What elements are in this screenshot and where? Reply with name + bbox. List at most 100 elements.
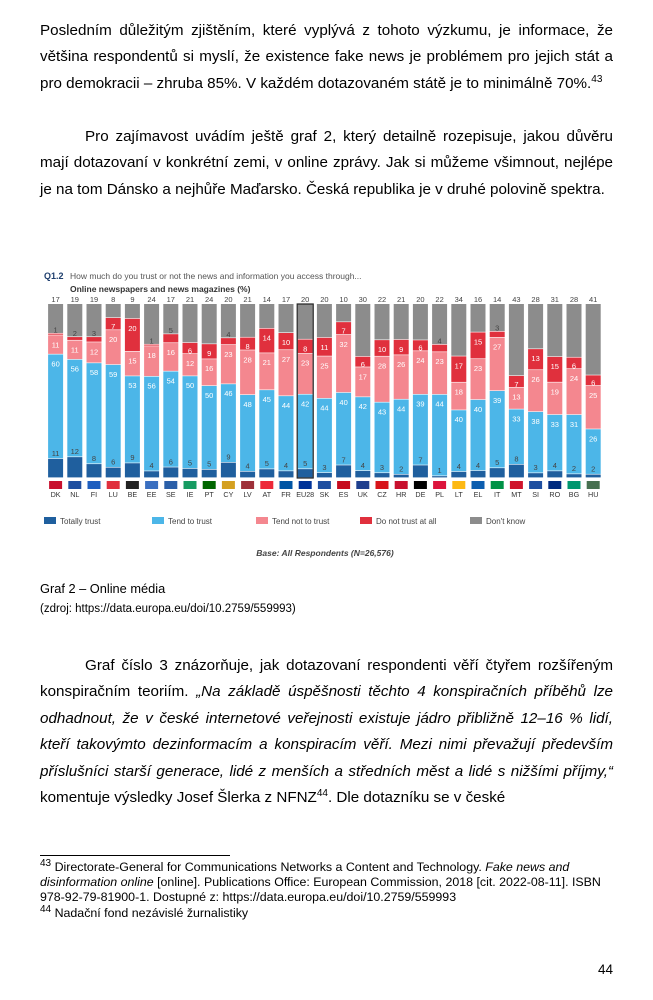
value-label: 39 <box>416 400 424 409</box>
value-label: 10 <box>378 345 386 354</box>
value-label: 15 <box>474 337 482 346</box>
footnote-text: Directorate-General for Communications N… <box>54 860 486 874</box>
value-label: 40 <box>455 415 463 424</box>
bar-BE-do-not-trust-at-all <box>124 318 140 352</box>
legend-swatch-1 <box>152 517 164 524</box>
value-label: 5 <box>495 458 499 467</box>
bar-PL-tend-to-trust <box>432 394 448 476</box>
bar-NL-tend-to-trust <box>67 359 83 457</box>
value-label: 17 <box>359 372 367 381</box>
country-label: HU <box>588 490 598 499</box>
chart-subtitle: Online newspapers and news magazines (%) <box>70 284 251 294</box>
bar-DK-don-t-know <box>48 304 64 333</box>
value-label: 40 <box>474 405 482 414</box>
country-label: LV <box>243 490 251 499</box>
bar-FI-totally-trust <box>86 464 102 478</box>
value-label: 44 <box>435 400 443 409</box>
value-label: 4 <box>476 461 480 470</box>
paragraph-fake-news-findings: Posledním důležitým zjištěním, které vyp… <box>40 18 613 97</box>
figure-source: (zdroj: https://data.europa.eu/doi/10.27… <box>40 603 296 615</box>
value-label: 1 <box>54 326 58 335</box>
bar-SK-tend-not-to-trust <box>316 356 332 399</box>
value-label: 8 <box>246 342 250 351</box>
bar-BG-tend-not-to-trust <box>566 369 582 415</box>
country-label: FR <box>281 490 291 499</box>
bar-LV-tend-to-trust <box>240 394 256 472</box>
bar-LV-totally-trust <box>240 471 256 478</box>
bar-FR-tend-not-to-trust <box>278 350 294 396</box>
country-label: BE <box>128 490 138 499</box>
flag-UK <box>356 481 370 489</box>
bar-BG-do-not-trust-at-all <box>566 357 582 369</box>
country-label: EU28 <box>296 490 314 499</box>
bar-FR-don-t-know <box>278 304 294 333</box>
bar-RO-don-t-know <box>547 304 563 357</box>
bar-PT-don-t-know <box>201 304 217 344</box>
bar-PL-tend-not-to-trust <box>432 352 448 395</box>
legend-label: Totally trust <box>60 517 101 526</box>
bar-AT-don-t-know <box>259 304 275 329</box>
footnote-44: 44 Nadační fond nezávislé žurnalistiky <box>40 903 615 921</box>
flag-LT <box>452 481 466 489</box>
value-label: 14 <box>263 295 271 304</box>
bar-EL-do-not-trust-at-all <box>470 332 486 359</box>
value-label: 18 <box>147 351 155 360</box>
country-label: LU <box>109 490 118 499</box>
bar-DK-tend-not-to-trust <box>48 335 64 354</box>
flag-BE <box>125 481 139 489</box>
value-label: 4 <box>457 462 461 471</box>
value-label: 5 <box>303 459 307 468</box>
country-label: AT <box>262 490 271 499</box>
value-label: 1 <box>438 466 442 475</box>
country-label: HR <box>396 490 406 499</box>
bar-PT-do-not-trust-at-all <box>201 344 217 359</box>
value-label: 12 <box>90 347 98 356</box>
bar-HR-tend-not-to-trust <box>393 355 409 399</box>
legend-swatch-4 <box>470 517 482 524</box>
quote-text: „Na základě úspěšnosti těchto 4 konspira… <box>40 683 613 780</box>
value-label: 10 <box>339 295 347 304</box>
bar-HR-don-t-know <box>393 304 409 340</box>
footnote-number: 44 <box>40 903 52 915</box>
bar-CZ-tend-not-to-trust <box>374 356 390 402</box>
bar-DK-totally-trust <box>48 458 64 478</box>
flag-FI <box>87 481 101 489</box>
bar-PL-do-not-trust-at-all <box>432 344 448 352</box>
legend-label: Tend not to trust <box>272 517 330 526</box>
bar-IE-do-not-trust-at-all <box>182 342 198 354</box>
bar-IE-don-t-know <box>182 304 198 343</box>
footnote-text: [online]. Publications Office: European … <box>40 875 601 905</box>
value-label: 11 <box>321 343 329 352</box>
bar-HU-do-not-trust-at-all <box>585 375 601 386</box>
bar-UK-tend-to-trust <box>355 397 371 471</box>
value-label: 14 <box>493 295 501 304</box>
value-label: 8 <box>92 454 96 463</box>
legend-label: Don't know <box>486 517 526 526</box>
value-label: 20 <box>109 335 117 344</box>
bar-IT-tend-to-trust <box>489 391 505 468</box>
bar-EE-totally-trust <box>144 471 160 478</box>
value-label: 11 <box>71 346 79 355</box>
value-label: 54 <box>167 376 175 385</box>
bar-SK-tend-to-trust <box>316 398 332 473</box>
value-label: 21 <box>186 295 194 304</box>
flag-IE <box>183 481 197 489</box>
bar-FI-do-not-trust-at-all <box>86 337 102 342</box>
bar-LT-don-t-know <box>451 304 467 356</box>
country-label: FI <box>91 490 97 499</box>
footnote-number: 43 <box>40 857 52 869</box>
value-label: 5 <box>169 326 173 335</box>
value-label: 56 <box>71 365 79 374</box>
value-label: 19 <box>71 295 79 304</box>
value-label: 26 <box>531 375 539 384</box>
value-label: 11 <box>52 449 60 458</box>
value-label: 59 <box>109 370 117 379</box>
value-label: 17 <box>167 295 175 304</box>
value-label: 33 <box>512 414 520 423</box>
value-label: 44 <box>397 405 405 414</box>
value-label: 2 <box>591 465 595 474</box>
value-label: 20 <box>128 324 136 333</box>
bar-BE-totally-trust <box>124 463 140 478</box>
country-label: SI <box>532 490 539 499</box>
bar-UK-do-not-trust-at-all <box>355 356 371 367</box>
